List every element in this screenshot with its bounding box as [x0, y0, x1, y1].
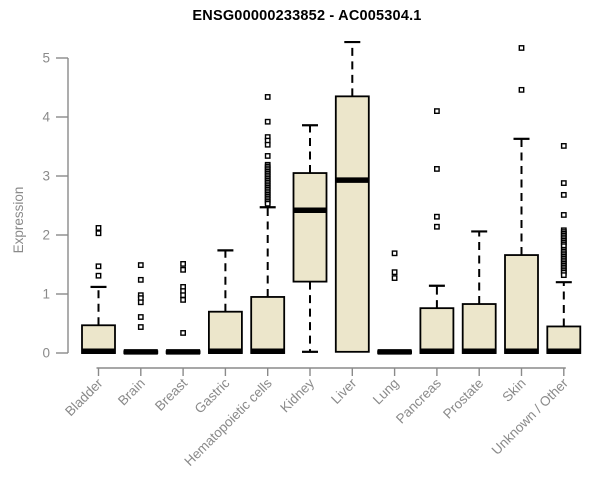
box-group-unknown-other — [546, 143, 582, 354]
outlier-point-lung — [391, 269, 398, 276]
box-group-liver — [334, 40, 370, 353]
outlier-point-breast — [180, 292, 186, 299]
y-tick-label-1: 1 — [42, 287, 50, 302]
y-tick-label-5: 5 — [42, 51, 50, 66]
outlier-point-unknown-other — [560, 180, 567, 186]
outlier-point-lung — [391, 275, 398, 281]
box-bladder — [81, 324, 116, 354]
outlier-point-breast — [180, 330, 186, 336]
outlier-point-brain — [137, 276, 144, 283]
outlier-point-hematopoietic-cells — [264, 153, 271, 159]
box-skin — [504, 254, 539, 354]
box-group-lung — [377, 250, 413, 355]
outlier-point-bladder — [95, 263, 102, 270]
box-group-hematopoietic-cells — [250, 94, 286, 354]
box-group-brain — [123, 262, 159, 355]
outlier-point-breast — [180, 266, 186, 273]
outlier-point-bladder — [95, 225, 102, 231]
outlier-point-pancreas — [434, 108, 440, 115]
box-gastric — [207, 310, 243, 354]
x-tick-label-bladder: Bladder — [62, 375, 106, 419]
outlier-point-hematopoietic-cells — [264, 118, 271, 125]
x-tick-label-breast: Breast — [152, 375, 190, 413]
outlier-point-skin — [518, 45, 525, 51]
y-tick-label-3: 3 — [42, 169, 50, 184]
box-liver — [334, 95, 370, 353]
box-group-bladder — [81, 225, 116, 354]
outlier-point-unknown-other — [560, 212, 567, 218]
outlier-point-hematopoietic-cells — [264, 141, 271, 148]
outlier-point-hematopoietic-cells — [264, 200, 271, 207]
x-tick-label-pancreas: Pancreas — [393, 375, 444, 426]
box-group-kidney — [292, 124, 328, 353]
outlier-point-hematopoietic-cells — [264, 94, 271, 100]
x-tick-label-kidney: Kidney — [277, 375, 317, 415]
box-group-skin — [504, 45, 539, 354]
box-prostate — [461, 303, 497, 354]
y-tick-label-2: 2 — [42, 228, 50, 243]
outlier-point-unknown-other — [560, 191, 567, 198]
outlier-point-unknown-other — [560, 143, 567, 149]
outlier-point-skin — [518, 86, 525, 93]
outlier-point-pancreas — [434, 166, 440, 172]
chart-title: ENSG00000233852 - AC005304.1 — [192, 8, 422, 24]
outlier-point-brain — [137, 262, 144, 268]
outlier-point-brain — [137, 324, 144, 330]
box-kidney — [292, 172, 328, 283]
outlier-point-breast — [180, 297, 186, 303]
outlier-point-breast — [180, 261, 186, 267]
outlier-point-bladder — [95, 230, 102, 237]
outlier-point-pancreas — [434, 223, 440, 230]
outlier-point-brain — [137, 299, 144, 306]
x-tick-label-prostate: Prostate — [440, 376, 486, 422]
box-group-gastric — [207, 249, 243, 354]
outlier-point-pancreas — [434, 213, 440, 220]
outlier-point-unknown-other — [560, 272, 567, 279]
box-pancreas — [419, 307, 455, 354]
outlier-point-lung — [391, 250, 398, 257]
box-group-pancreas — [419, 108, 455, 354]
outlier-point-brain — [137, 314, 144, 320]
x-tick-label-gastric: Gastric — [192, 375, 233, 416]
x-tick-label-skin: Skin — [499, 376, 528, 405]
outlier-point-bladder — [95, 272, 102, 279]
x-tick-label-brain: Brain — [115, 376, 148, 409]
x-tick-label-liver: Liver — [328, 375, 360, 407]
box-group-breast — [165, 261, 201, 355]
y-tick-label-0: 0 — [42, 346, 50, 361]
box-hematopoietic-cells — [250, 296, 286, 354]
x-tick-label-unknown-other: Unknown / Other — [489, 375, 572, 458]
box-group-prostate — [461, 230, 497, 354]
y-tick-label-4: 4 — [42, 110, 50, 125]
x-tick-label-lung: Lung — [370, 376, 402, 408]
